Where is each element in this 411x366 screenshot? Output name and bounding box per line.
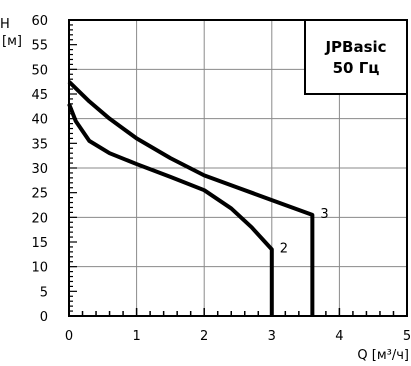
y-tick-label: 40 [31,113,48,128]
legend-subtitle: 50 Гц [333,59,380,77]
x-tick-label: 0 [65,329,73,344]
y-axis-title-unit: [м] [2,34,22,49]
legend-title: JPBasic [324,38,386,56]
y-tick-label: 60 [31,14,48,29]
series-line-3 [67,80,315,316]
y-tick-label: 15 [31,236,48,251]
series-label-3: 3 [320,207,328,222]
x-tick-label: 3 [268,329,276,344]
legend-box: JPBasic 50 Гц [304,19,408,95]
y-tick-label: 30 [31,162,48,177]
y-tick-label: 0 [40,310,48,325]
y-tick-label: 50 [31,63,48,78]
x-tick-label: 2 [200,329,208,344]
x-tick-label: 1 [132,329,140,344]
curves: 23 [67,80,329,316]
y-axis-title-h: H [0,17,10,32]
plot-frame [68,19,408,317]
y-tick-label: 35 [31,137,48,152]
y-tick-label: 55 [31,39,48,54]
series-label-2: 2 [280,241,288,256]
y-tick-label: 45 [31,88,48,103]
y-tick-label: 25 [31,187,48,202]
y-tick-label: 20 [31,211,48,226]
x-axis-title: Q [м³/ч] [357,348,409,363]
y-tick-label: 5 [40,285,48,300]
x-tick-label: 4 [335,329,343,344]
y-tick-label: 10 [31,261,48,276]
x-tick-label: 5 [403,329,411,344]
series-line-2 [67,103,274,316]
